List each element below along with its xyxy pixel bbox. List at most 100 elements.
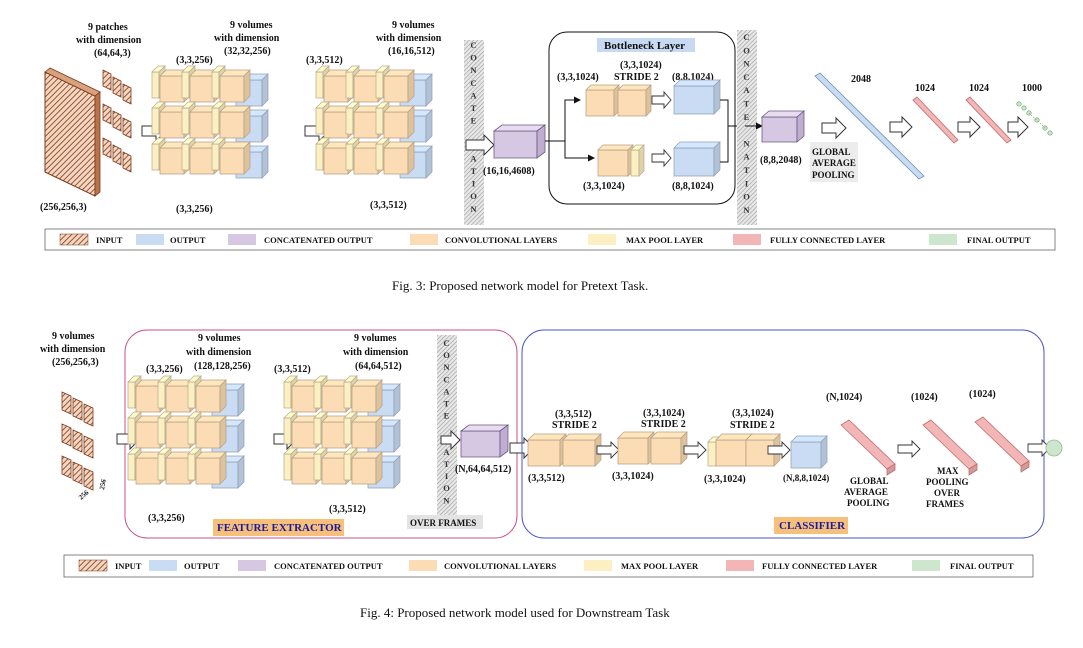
concat-letter: N	[443, 495, 450, 505]
patch	[102, 137, 112, 159]
concat-letter: O	[470, 53, 478, 63]
output-neuron	[1047, 130, 1053, 136]
fig3-block2-title: 9 volumes	[392, 20, 435, 31]
fig3-fc-size-4: 1000	[1022, 83, 1042, 94]
legend-label-final: FINAL OUTPUT	[950, 561, 1014, 571]
fig3-fc-1024-a	[912, 96, 959, 144]
fig3-gap-label-1: GLOBAL	[812, 147, 851, 157]
fig4-concat-volume	[459, 424, 510, 458]
legend-swatch-conv	[409, 560, 437, 571]
concat-letter: A	[443, 447, 450, 457]
cls-fc-1-side	[886, 463, 896, 476]
legend-frame	[63, 554, 1034, 578]
concat-letter: T	[444, 399, 451, 409]
fig4-fc2-dim: (1024)	[911, 392, 938, 403]
fig3-bn-top-kernel2: (3,3,1024)	[620, 60, 662, 71]
fig3-block2-kernel-bottom: (3,3,512)	[370, 200, 407, 211]
input-volume	[72, 397, 83, 421]
fig4-block2-kernel-bottom: (3,3,512)	[329, 504, 366, 515]
concat-letter: A	[443, 386, 450, 396]
fig3-bn-top-out: (8,8,1024)	[672, 72, 714, 83]
patch	[112, 110, 122, 132]
legend-label-maxpool: MAX POOL LAYER	[621, 561, 699, 571]
conv-cube	[195, 415, 227, 449]
fig4-arrow-3	[440, 429, 461, 451]
legend-swatch-concat	[228, 234, 256, 245]
fig4-concat-dim: (N,64,64,512)	[455, 464, 511, 475]
conv-cube	[219, 69, 251, 103]
fig4-c2-bottom: (3,3,1024)	[612, 471, 654, 482]
bn-output-top	[673, 79, 721, 115]
fig3-patches-subtitle: with dimension	[76, 35, 142, 46]
cls-conv-3b	[745, 433, 781, 467]
legend-swatch-input	[59, 233, 89, 246]
conv-cube	[383, 69, 415, 103]
bn-conv-3	[597, 144, 634, 177]
fig3-patches	[102, 69, 132, 173]
fig4-maxpool-1: MAX	[937, 466, 959, 476]
legend-label-conv: CONVOLUTIONAL LAYERS	[444, 561, 556, 571]
legend-label-final: FINAL OUTPUT	[967, 235, 1031, 245]
cls-fc-2-side	[968, 463, 978, 476]
cls-arrow-5	[1027, 438, 1051, 458]
legend-label-conv: CONVOLUTIONAL LAYERS	[445, 235, 557, 245]
concat-letter: N	[443, 362, 450, 372]
legend-label-output: OUTPUT	[170, 235, 206, 245]
fig4-over-frames-label: OVER FRAMES	[410, 518, 476, 528]
concat-letter: O	[743, 45, 751, 55]
fig4-c2-top: (3,3,1024)	[643, 408, 685, 419]
fig4-c2-stride: STRIDE 2	[641, 419, 686, 430]
fig3-bn-bottom-path	[597, 141, 721, 177]
concat-letter: N	[743, 205, 750, 215]
conv-cube	[219, 105, 251, 139]
fig4-c1-stride: STRIDE 2	[552, 420, 597, 431]
concat-letter: T	[744, 99, 751, 109]
fig3-concat-column	[464, 40, 484, 225]
fig3-arrow-fc3	[1007, 115, 1029, 139]
fig3-final-output	[1016, 101, 1053, 136]
input-volume	[61, 423, 72, 447]
fig4-caption: Fig. 4: Proposed network model used for …	[360, 605, 670, 620]
patch	[112, 144, 122, 166]
fig3-bn-branch-bottom	[564, 141, 595, 162]
cls-fc-2	[922, 419, 978, 470]
fig3-caption: Fig. 3: Proposed network model for Prete…	[392, 278, 648, 293]
fig4: 9 volumes with dimension (256,256,3) 256…	[40, 329, 1063, 620]
concat-letter: A	[743, 85, 750, 95]
fig3-arrow-fc1	[889, 115, 913, 139]
conv-cube	[351, 415, 383, 449]
fig3-concat2-column	[737, 30, 757, 225]
output-neuron	[1021, 105, 1027, 111]
input-volume	[72, 461, 83, 485]
fig4-maxpool-2: POOLING	[926, 477, 969, 487]
concat-letter: T	[444, 459, 451, 469]
fig4-maxpool-3: OVER	[934, 488, 961, 498]
input-volume	[83, 435, 94, 459]
fig3-bn-top-path	[585, 79, 721, 117]
conv-cube	[383, 141, 415, 175]
cls-conv-1b	[562, 433, 602, 467]
fig3-concat2-volume	[760, 110, 806, 143]
conv-cube	[383, 105, 415, 139]
concat-letter: N	[470, 204, 477, 214]
fig3-fc-size-3: 1024	[969, 83, 989, 94]
concat-letter: N	[743, 59, 750, 69]
fig4-concat-column	[437, 335, 457, 515]
fig3-bn-top-kernel: (3,3,1024)	[557, 72, 599, 83]
legend-label-concat: CONCATENATED OUTPUT	[274, 561, 383, 571]
concat-letter: C	[443, 338, 450, 348]
concat-letter: C	[443, 374, 450, 384]
cls-fc-1	[840, 419, 896, 470]
legend-swatch-final	[912, 560, 940, 571]
fig3-patches-dim: (64,64,3)	[94, 48, 131, 59]
legend-swatch-maxpool	[584, 560, 612, 571]
input-volume	[61, 455, 72, 479]
fig4-classifier-label: CLASSIFIER	[779, 520, 846, 532]
fig4-out-dim: (N,8,8,1024)	[783, 473, 829, 483]
concat-letter: N	[470, 65, 477, 75]
fig4-feature-extractor-tag	[213, 519, 344, 536]
fig4-block2-dim: (64,64,512)	[355, 361, 402, 372]
legend-swatch-input	[78, 559, 108, 572]
legend-label-concat: CONCATENATED OUTPUT	[264, 235, 373, 245]
